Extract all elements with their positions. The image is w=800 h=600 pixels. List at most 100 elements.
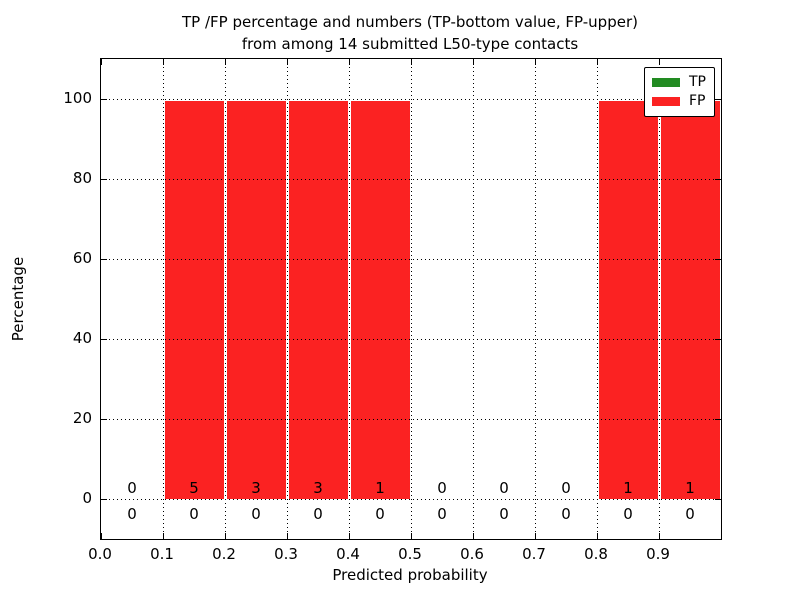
y-tick-label: 0 xyxy=(82,489,92,507)
x-tick-mark xyxy=(349,59,350,65)
x-tick-label: 0.3 xyxy=(274,545,298,563)
x-tick-label: 0.7 xyxy=(522,545,546,563)
x-tick-mark xyxy=(287,59,288,65)
y-tick-mark xyxy=(715,179,721,180)
plot-area: 0 1 0 1 0 0 0 0 0 0 0 1 0 3 0 3 0 5 0 0 TP FP xyxy=(100,58,722,540)
fp-count-label: 0 xyxy=(437,479,447,497)
y-tick-label: 80 xyxy=(72,169,92,187)
bar-fp xyxy=(288,101,348,499)
x-tick-label: 0.9 xyxy=(646,545,670,563)
fp-count-label: 1 xyxy=(375,479,385,497)
x-tick-mark xyxy=(473,533,474,539)
y-tick-mark xyxy=(101,179,107,180)
x-tick-mark xyxy=(721,59,722,65)
gridline-v xyxy=(411,59,412,539)
chart-title: TP /FP percentage and numbers (TP-bottom… xyxy=(100,11,720,55)
x-tick-mark xyxy=(659,59,660,65)
y-tick-mark xyxy=(101,99,107,100)
legend-item-tp: TP xyxy=(652,73,706,92)
x-tick-label: 0.0 xyxy=(88,545,112,563)
x-tick-mark xyxy=(535,533,536,539)
gridline-v xyxy=(597,59,598,539)
x-tick-mark xyxy=(411,59,412,65)
x-tick-mark xyxy=(225,59,226,65)
x-tick-mark xyxy=(473,59,474,65)
x-tick-mark xyxy=(535,59,536,65)
tp-count-label: 0 xyxy=(561,505,571,523)
tp-count-label: 0 xyxy=(685,505,695,523)
gridline-h xyxy=(101,339,721,340)
bar-fp xyxy=(660,101,720,499)
fp-count-label: 3 xyxy=(313,479,323,497)
y-tick-mark xyxy=(715,419,721,420)
bar-fp xyxy=(164,101,224,499)
y-tick-mark xyxy=(101,499,107,500)
chart-title-line2: from among 14 submitted L50-type contact… xyxy=(241,35,579,53)
gridline-h xyxy=(101,499,721,500)
gridline-v xyxy=(287,59,288,539)
bar-fp xyxy=(226,101,286,499)
x-axis-label: Predicted probability xyxy=(332,566,488,584)
x-tick-mark xyxy=(225,533,226,539)
y-tick-label: 60 xyxy=(72,249,92,267)
y-tick-label: 40 xyxy=(72,329,92,347)
fp-color-swatch xyxy=(652,97,680,106)
tp-count-label: 0 xyxy=(375,505,385,523)
gridline-v xyxy=(535,59,536,539)
legend-label-tp: TP xyxy=(689,74,706,90)
y-tick-mark xyxy=(715,499,721,500)
x-tick-mark xyxy=(163,533,164,539)
x-tick-label: 0.5 xyxy=(398,545,422,563)
x-tick-label: 0.4 xyxy=(336,545,360,563)
x-tick-mark xyxy=(101,59,102,65)
x-tick-label: 0.6 xyxy=(460,545,484,563)
tp-count-label: 0 xyxy=(623,505,633,523)
tp-count-label: 0 xyxy=(313,505,323,523)
y-tick-mark xyxy=(101,339,107,340)
gridline-v xyxy=(349,59,350,539)
tp-count-label: 0 xyxy=(189,505,199,523)
x-tick-mark xyxy=(597,533,598,539)
y-tick-mark xyxy=(715,259,721,260)
tp-color-swatch xyxy=(652,78,680,87)
gridline-v xyxy=(473,59,474,539)
gridline-v xyxy=(163,59,164,539)
y-tick-mark xyxy=(101,419,107,420)
gridline-h xyxy=(101,259,721,260)
y-tick-mark xyxy=(101,259,107,260)
y-axis-label: Percentage xyxy=(9,256,27,342)
x-tick-mark xyxy=(597,59,598,65)
fp-count-label: 5 xyxy=(189,479,199,497)
x-tick-mark xyxy=(721,533,722,539)
chart-title-line1: TP /FP percentage and numbers (TP-bottom… xyxy=(182,13,638,31)
fp-count-label: 0 xyxy=(499,479,509,497)
y-tick-label: 100 xyxy=(63,89,92,107)
x-tick-mark xyxy=(287,533,288,539)
x-tick-label: 0.2 xyxy=(212,545,236,563)
x-tick-mark xyxy=(101,533,102,539)
gridline-v xyxy=(659,59,660,539)
gridline-h xyxy=(101,99,721,100)
bar-fp xyxy=(598,101,658,499)
y-tick-mark xyxy=(715,99,721,100)
x-tick-label: 0.1 xyxy=(150,545,174,563)
y-tick-mark xyxy=(715,339,721,340)
y-tick-label: 20 xyxy=(72,409,92,427)
x-tick-mark xyxy=(163,59,164,65)
x-tick-mark xyxy=(349,533,350,539)
legend-label-fp: FP xyxy=(689,93,706,109)
bar-fp xyxy=(350,101,410,499)
legend-item-fp: FP xyxy=(652,92,706,111)
fp-count-label: 1 xyxy=(623,479,633,497)
gridline-h xyxy=(101,179,721,180)
tp-count-label: 0 xyxy=(437,505,447,523)
tp-count-label: 0 xyxy=(127,505,137,523)
fp-count-label: 0 xyxy=(561,479,571,497)
x-tick-mark xyxy=(411,533,412,539)
x-tick-label: 0.8 xyxy=(584,545,608,563)
tp-count-label: 0 xyxy=(251,505,261,523)
fp-count-label: 0 xyxy=(127,479,137,497)
x-tick-mark xyxy=(659,533,660,539)
gridline-h xyxy=(101,419,721,420)
